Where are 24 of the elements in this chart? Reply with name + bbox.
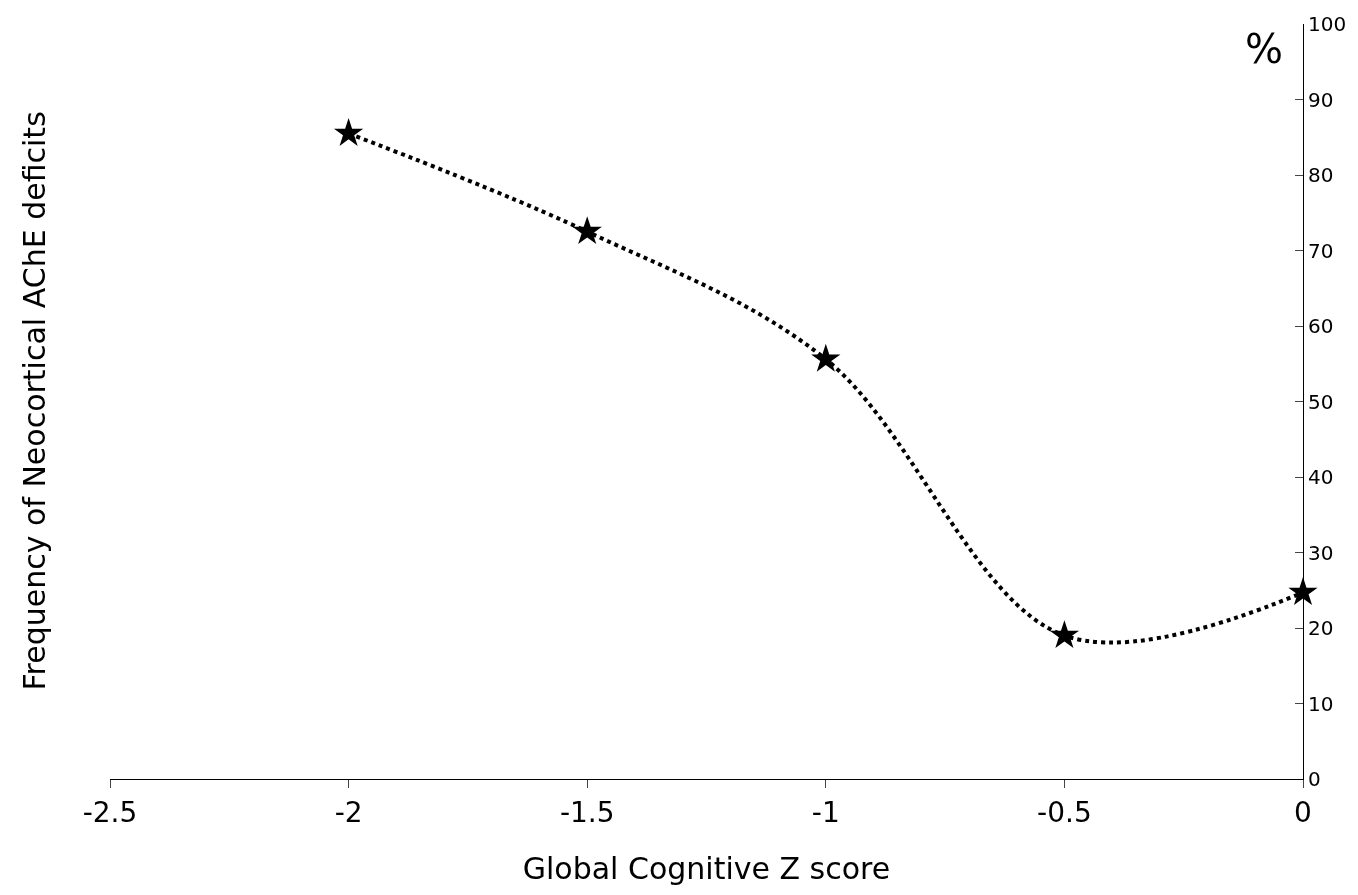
- y-tick-label: 10: [1308, 691, 1334, 716]
- y-tick-label: 20: [1308, 616, 1334, 640]
- x-tick-label: -0.5: [1037, 795, 1092, 829]
- x-tick-label: -1.5: [559, 795, 615, 829]
- point: [1288, 577, 1318, 605]
- y-axis-title: Frequency of Neocortical AChE deficits: [16, 111, 52, 691]
- y-tick-label: 0: [1308, 767, 1321, 791]
- point: [572, 216, 602, 245]
- x-tick-label: -2: [334, 795, 363, 829]
- y-tick-label: 60: [1308, 314, 1334, 338]
- y-tick-label: 80: [1308, 163, 1334, 187]
- x-tick-label: -1: [811, 795, 840, 829]
- x-axis-title: Global Cognitive Z score: [522, 851, 891, 887]
- y-tick-label: 100: [1308, 12, 1347, 36]
- annotation: %: [1245, 26, 1284, 72]
- point: [1049, 620, 1080, 649]
- y-tick-label: 90: [1308, 87, 1334, 112]
- point: [811, 343, 841, 372]
- y-tick-label: 50: [1308, 389, 1334, 414]
- y-tick-label: 30: [1308, 540, 1334, 565]
- x-tick-label: -2.5: [82, 795, 138, 829]
- point: [333, 118, 364, 146]
- y-tick-label: 70: [1308, 238, 1334, 263]
- y-tick-label: 40: [1308, 465, 1334, 489]
